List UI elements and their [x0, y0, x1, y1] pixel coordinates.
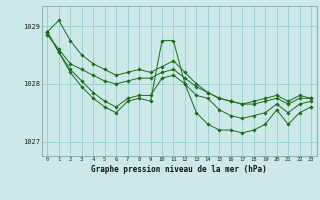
X-axis label: Graphe pression niveau de la mer (hPa): Graphe pression niveau de la mer (hPa): [91, 165, 267, 174]
